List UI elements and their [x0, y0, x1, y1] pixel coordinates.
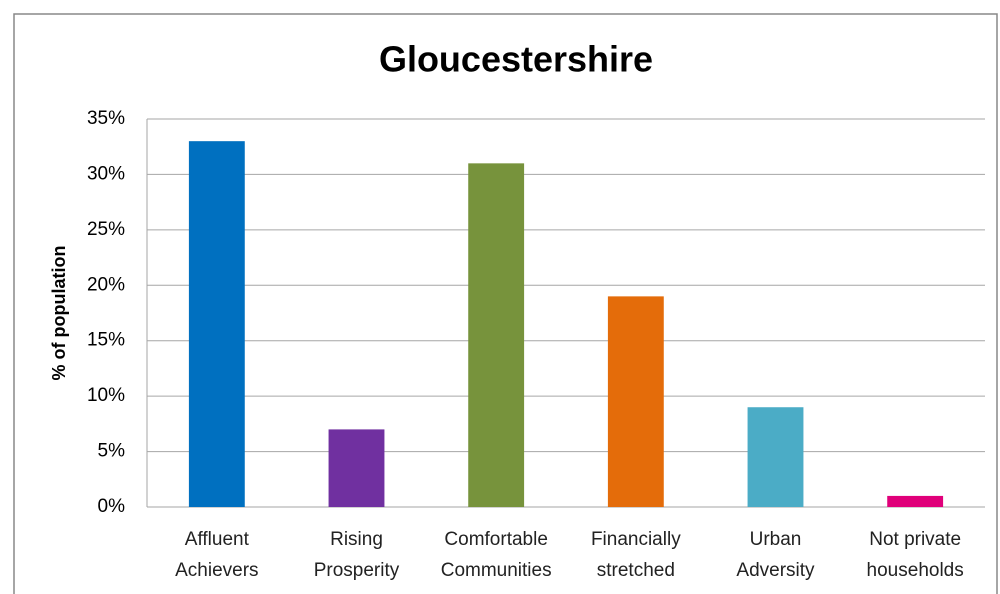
- y-tick-label: 20%: [87, 274, 125, 295]
- x-tick-label: Urban Adversity: [736, 529, 815, 581]
- y-tick-label: 0%: [98, 496, 126, 517]
- bar: [188, 141, 245, 507]
- x-tick-label: Comfortable Communities: [440, 529, 552, 581]
- chart-title: Gloucestershire: [379, 39, 653, 80]
- x-tick-label: Rising Prosperity: [313, 529, 400, 581]
- y-tick-label: 35%: [87, 108, 125, 129]
- chart-frame: [13, 13, 998, 594]
- bar: [468, 163, 525, 508]
- bar: [328, 429, 385, 507]
- x-tick-label: Affluent Achievers: [175, 529, 259, 581]
- x-tick-label: Not private households: [866, 529, 964, 581]
- y-tick-label: 5%: [98, 441, 126, 462]
- y-tick-label: 10%: [87, 385, 125, 406]
- bar: [607, 296, 664, 507]
- bar: [747, 407, 804, 507]
- y-tick-label: 25%: [87, 219, 125, 240]
- y-tick-label: 30%: [87, 163, 125, 184]
- x-tick-label: Financially stretched: [590, 529, 681, 581]
- y-tick-label: 15%: [87, 330, 125, 351]
- bar: [887, 495, 944, 507]
- y-axis-label: % of population: [49, 246, 69, 381]
